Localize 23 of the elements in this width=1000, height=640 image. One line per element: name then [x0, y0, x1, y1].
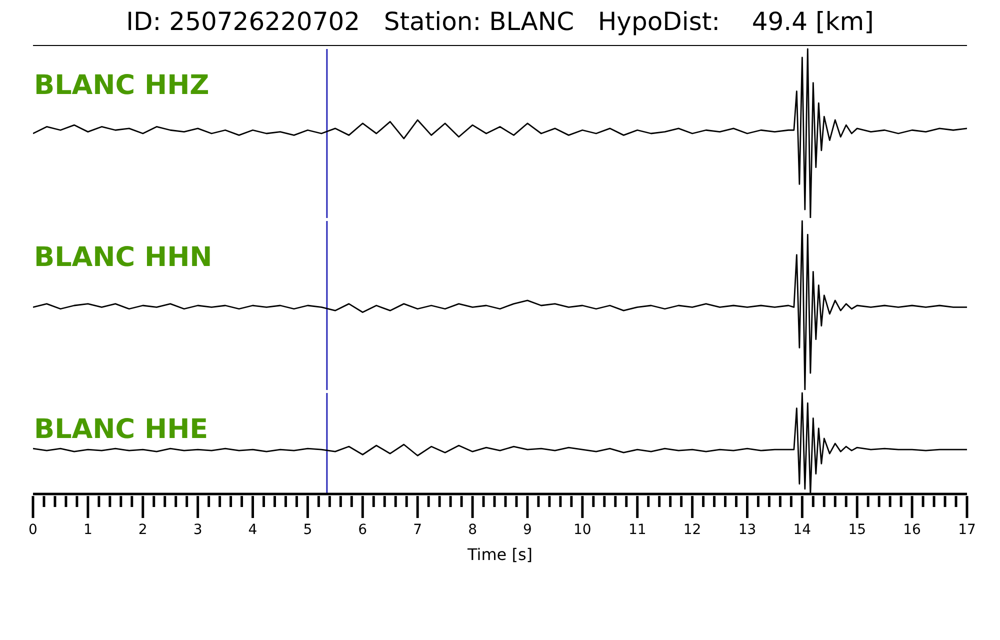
x-tick-label: 0	[28, 522, 38, 538]
annotation: BLANC HHZ	[34, 70, 210, 101]
chart-title: ID: 250726220702 Station: BLANC HypoDist: 49.4 [km]	[33, 0, 967, 46]
x-tick-label: 10	[574, 522, 592, 538]
x-tick-label: 1	[83, 522, 92, 538]
x-tick-label: 3	[193, 522, 202, 538]
x-tick-label: 17	[958, 522, 976, 538]
x-tick-label: 6	[358, 522, 368, 538]
annotation: BLANC HHE	[34, 414, 208, 445]
x-axis-title: Time [s]	[466, 545, 533, 564]
x-tick-label: 2	[138, 522, 148, 538]
x-tick-label: 14	[793, 522, 812, 538]
x-tick-label: 16	[903, 522, 922, 538]
x-tick-label: 8	[468, 522, 477, 538]
x-tick-label: 12	[683, 522, 702, 538]
x-tick-label: 5	[303, 522, 312, 538]
x-tick-label: 13	[738, 522, 756, 538]
x-tick-label: 15	[848, 522, 866, 538]
x-tick-label: 7	[413, 522, 422, 538]
x-tick-label: 9	[523, 522, 532, 538]
annotation: BLANC HHN	[34, 242, 212, 273]
x-tick-label: 11	[628, 522, 646, 538]
x-tick-label: 4	[248, 522, 258, 538]
